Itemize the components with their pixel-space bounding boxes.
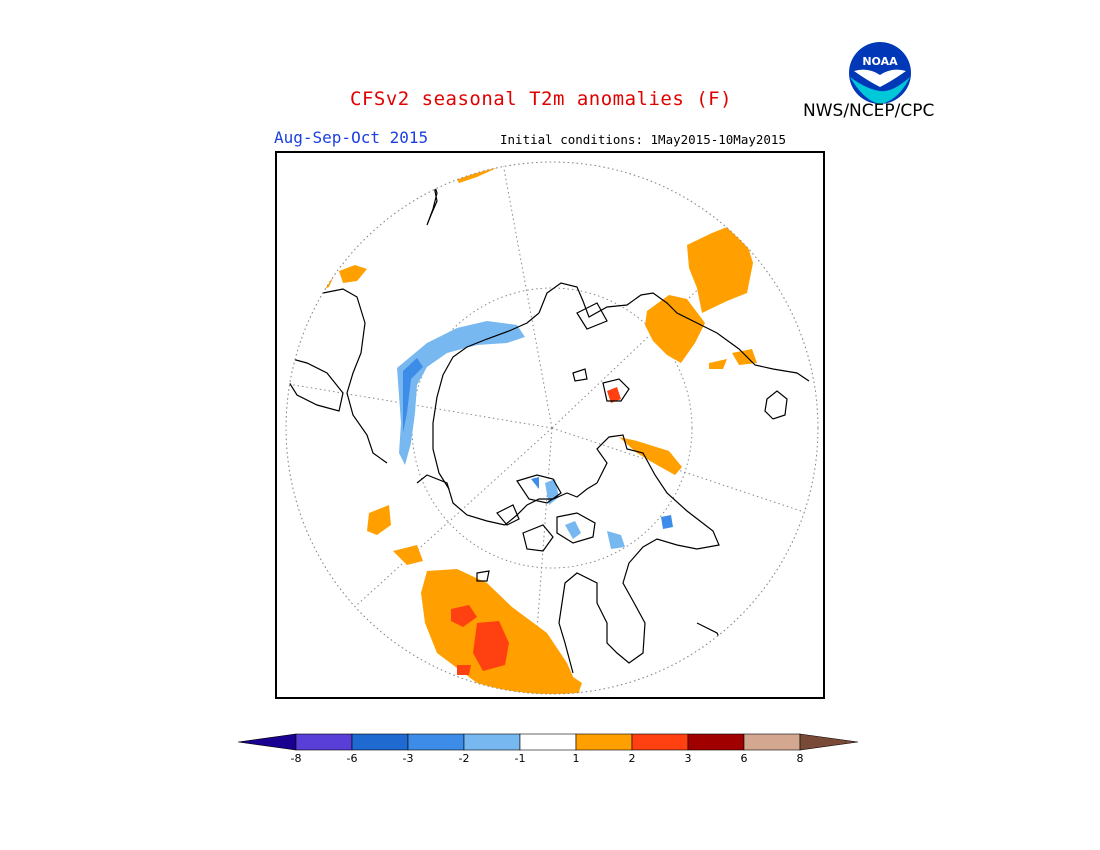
agency-label: NWS/NCEP/CPC (803, 101, 935, 121)
map-svg (285, 161, 819, 695)
colorbar-tick-label: 2 (628, 752, 636, 765)
colorbar-tick-label: -8 (290, 752, 302, 765)
colorbar-tick-label: -6 (346, 752, 358, 765)
chart-title: CFSv2 seasonal T2m anomalies (F) (350, 88, 733, 110)
colorbar-cell (295, 733, 353, 751)
colorbar-cell (351, 733, 409, 751)
cold-anomaly-regions (397, 321, 625, 549)
colorbar-tick-label: 1 (572, 752, 580, 765)
colorbar-tick-label: 3 (684, 752, 692, 765)
noaa-logo-icon: NOAA (849, 42, 911, 104)
colorbar-tick-label: 6 (740, 752, 748, 765)
colorbar (238, 733, 859, 751)
colorbar-cell (687, 733, 745, 751)
moderate-cold-regions (403, 358, 673, 529)
warm-anomaly-regions (307, 162, 757, 694)
season-label: Aug-Sep-Oct 2015 (274, 128, 429, 147)
graticule (286, 162, 818, 694)
colorbar-tick-label: -2 (458, 752, 470, 765)
initial-conditions-label: Initial conditions: 1May2015-10May2015 (500, 132, 786, 147)
polar-map (275, 151, 825, 699)
colorbar-tick-label: -3 (402, 752, 414, 765)
colorbar-arrow-high (799, 733, 859, 751)
logo-text: NOAA (862, 55, 898, 68)
hot-anomaly-regions (451, 387, 621, 675)
colorbar-cell (631, 733, 689, 751)
colorbar-tick-label: 8 (796, 752, 804, 765)
colorbar-cell (463, 733, 521, 751)
colorbar-arrow-low (238, 733, 297, 751)
colorbar-cell (519, 733, 577, 751)
colorbar-tick-label: -1 (514, 752, 526, 765)
colorbar-cell (575, 733, 633, 751)
colorbar-cell (407, 733, 465, 751)
colorbar-cell (743, 733, 801, 751)
